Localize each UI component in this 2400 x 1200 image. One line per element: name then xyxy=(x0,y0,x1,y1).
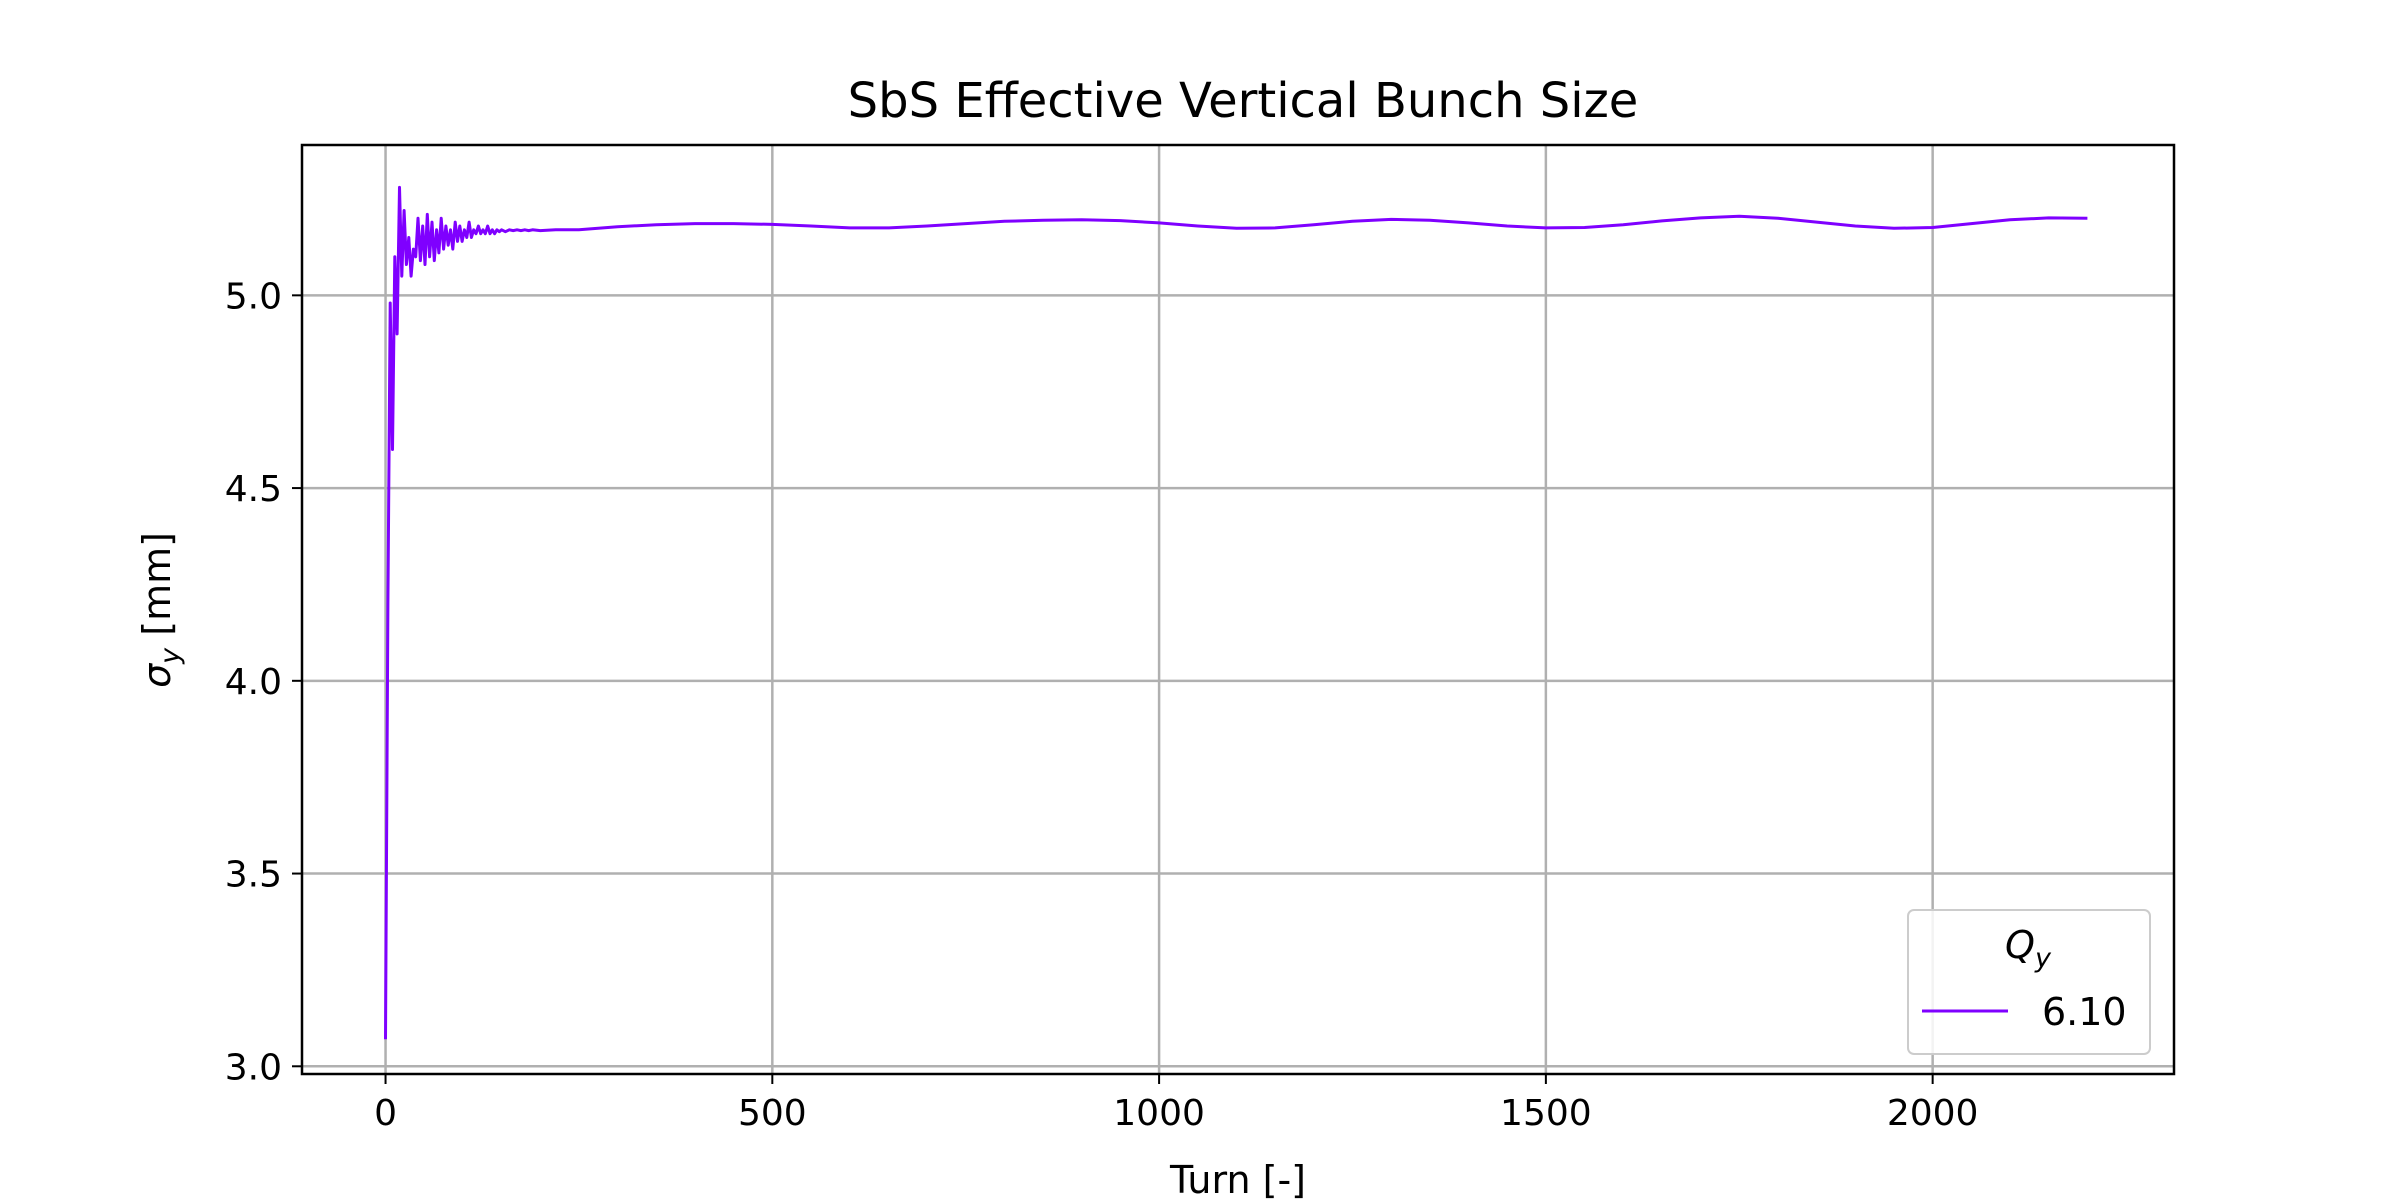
legend-box xyxy=(1907,909,2151,1055)
y-axis-label-subscript: y xyxy=(155,647,186,665)
grid xyxy=(302,145,2174,1074)
y-tick-label: 4.5 xyxy=(225,469,282,510)
y-axis-label-gap xyxy=(135,636,179,648)
x-tick-label: 1500 xyxy=(1500,1093,1592,1134)
legend-title-symbol: Q xyxy=(2005,923,2035,967)
legend-title: Qy xyxy=(2005,923,2052,974)
x-tick-label: 1000 xyxy=(1113,1093,1205,1134)
y-tick-label: 5.0 xyxy=(225,276,282,317)
y-axis-label-unit: [mm] xyxy=(135,532,179,636)
y-axis-label-symbol: σ xyxy=(135,662,179,688)
chart-title: SbS Effective Vertical Bunch Size xyxy=(848,73,1639,129)
y-tick-label: 4.0 xyxy=(225,662,282,703)
y-tick-label: 3.0 xyxy=(225,1047,282,1088)
legend: Qy 6.10 xyxy=(1907,909,2151,1055)
y-axis-ticks: 3.0 3.5 4.0 4.5 5.0 xyxy=(225,276,302,1088)
x-axis-label: Turn [-] xyxy=(1169,1158,1306,1200)
y-tick-label: 3.5 xyxy=(225,855,282,896)
y-axis-label: σy [mm] xyxy=(135,532,186,688)
plot-frame xyxy=(300,143,2176,1076)
x-tick-label: 2000 xyxy=(1887,1093,1979,1134)
x-tick-label: 0 xyxy=(374,1093,397,1134)
legend-label: 6.10 xyxy=(2042,990,2127,1034)
series-line xyxy=(384,185,2088,1040)
series-layer xyxy=(384,185,2088,1040)
x-tick-label: 500 xyxy=(738,1093,807,1134)
x-axis-ticks: 0 500 1000 1500 2000 xyxy=(374,1074,1978,1134)
legend-title-subscript: y xyxy=(2034,943,2052,974)
